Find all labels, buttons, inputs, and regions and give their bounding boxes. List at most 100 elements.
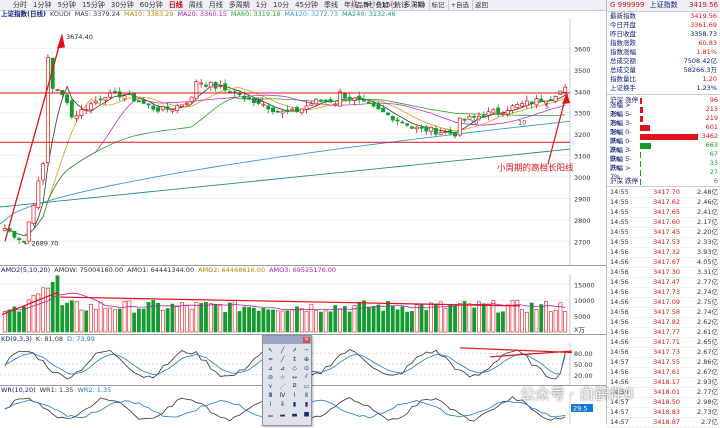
drawing-tool-icon[interactable]: ▁ xyxy=(268,409,273,417)
drawing-tool-icon[interactable]: ☆ xyxy=(279,373,286,381)
tool-button[interactable]: 品种 xyxy=(353,0,372,10)
drawing-tool-icon[interactable]: ▃ xyxy=(292,409,297,417)
period-tab[interactable]: 1分钟 xyxy=(33,1,52,9)
drawing-tool-icon[interactable]: ╱ xyxy=(280,346,285,354)
tick-volume: 2.20亿 xyxy=(697,228,718,236)
period-tab[interactable]: 30分钟 xyxy=(110,1,134,9)
breadth-row: 沪深 涨停 96 xyxy=(607,96,720,105)
period-tab[interactable]: 周线 xyxy=(188,1,203,9)
tick-row[interactable]: 14:56 3417.73 2.74亿 xyxy=(607,288,720,298)
breadth-count: 663 xyxy=(705,141,718,149)
drawing-tool-icon[interactable]: ⧄ xyxy=(292,382,297,389)
tick-row[interactable]: 14:56 3417.09 2.75亿 xyxy=(607,298,720,308)
tick-row[interactable]: 14:55 3417.70 2.48亿 xyxy=(607,188,720,198)
drawing-tool-icon[interactable]: ▂ xyxy=(280,409,285,417)
drawing-tool-icon[interactable]: ─ xyxy=(304,346,309,354)
tick-row[interactable]: 14:56 3417.32 3.93亿 xyxy=(607,248,720,258)
tick-row[interactable]: 14:56 3417.67 4.05亿 xyxy=(607,258,720,268)
tool-button[interactable]: 统计 xyxy=(391,0,410,10)
drawing-tool-icon[interactable]: Ⅲ xyxy=(268,391,273,399)
period-tab[interactable]: 年线 xyxy=(344,1,359,9)
tick-row[interactable]: 14:55 3417.53 2.33亿 xyxy=(607,238,720,248)
period-tab[interactable]: 季线 xyxy=(324,1,339,9)
tick-row[interactable]: 14:56 3418.01 2.77亿 xyxy=(607,388,720,398)
tick-list[interactable]: 14:55 3417.70 2.48亿 14:55 3417.62 2.46亿 14:55 3… xyxy=(607,188,720,428)
quote-stats: 最新指数 3419.56 今日开盘 3361.69 昨日收盘 3358.73 指数涨跌 60.… xyxy=(607,12,720,93)
drawing-tool-icon[interactable]: ▮ xyxy=(292,400,297,408)
tick-row[interactable]: 14:55 3417.60 2.17亿 xyxy=(607,218,720,228)
tick-row[interactable]: 14:56 3417.30 3.31亿 xyxy=(607,268,720,278)
period-tab[interactable]: 1分 xyxy=(255,1,268,9)
price-tick-label: 3200 xyxy=(574,131,591,139)
palette-titlebar[interactable]: × xyxy=(263,336,311,344)
tick-price: 3417.30 xyxy=(653,268,680,276)
tick-row[interactable]: 14:56 3418.17 2.93亿 xyxy=(607,378,720,388)
period-tab[interactable]: 多周期 xyxy=(228,1,250,9)
period-tab[interactable]: 45分钟 xyxy=(295,1,319,9)
volume-bar xyxy=(184,305,189,333)
tick-row[interactable]: 14:56 3417.61 2.67亿 xyxy=(607,368,720,378)
period-tab[interactable]: 10分 xyxy=(273,1,290,9)
drawing-tool-icon[interactable]: Ⅳ xyxy=(279,391,286,399)
drawing-tool-icon[interactable]: ↖ xyxy=(267,346,274,354)
period-tab[interactable]: 多周期 xyxy=(403,1,425,9)
drawing-tool-icon[interactable]: ▅ xyxy=(304,409,309,417)
tick-row[interactable]: 14:56 3417.73 2.67亿 xyxy=(607,348,720,358)
period-tab[interactable]: 60分钟 xyxy=(139,1,163,9)
volume-chart[interactable]: 15000 10000 5000 X万 xyxy=(0,274,606,334)
tick-volume: 2.86亿 xyxy=(697,358,718,366)
moving-average-line xyxy=(4,94,566,237)
tool-button[interactable]: F10 xyxy=(410,0,428,10)
drawing-tool-icon[interactable]: ▮ xyxy=(304,400,309,408)
tick-row[interactable]: 14:56 3417.77 2.61亿 xyxy=(607,328,720,338)
tick-row[interactable]: 14:57 3418.50 2.98亿 xyxy=(607,398,720,408)
drawing-tool-icon[interactable]: ⊕ xyxy=(303,355,310,363)
drawing-tool-icon[interactable]: ⅱ xyxy=(281,400,284,408)
drawing-tool-icon[interactable]: ⅰ xyxy=(269,400,272,408)
period-tab[interactable]: 15分钟 xyxy=(81,1,105,9)
palette-close-button[interactable]: × xyxy=(303,336,310,343)
tick-row[interactable]: 14:57 3417.55 2.86亿 xyxy=(607,358,720,368)
drawing-tool-icon[interactable]: ↔ xyxy=(291,373,298,381)
period-tab[interactable]: 5秒 xyxy=(364,1,376,9)
drawing-tool-icon[interactable]: ⌇ xyxy=(293,391,296,399)
moving-average-line xyxy=(4,83,566,237)
drawing-tool-icon[interactable]: ↕ xyxy=(291,355,298,363)
period-tab[interactable]: 日线 xyxy=(168,1,183,9)
tick-row[interactable]: 14:55 3417.62 2.46亿 xyxy=(607,198,720,208)
price-chart[interactable]: 3600 3500 3400 3300 3200 3100 3000 2900 2800 2700… xyxy=(0,19,606,266)
tick-row[interactable]: 14:55 3417.45 2.20亿 xyxy=(607,228,720,238)
drawing-tool-icon[interactable]: ⋎ xyxy=(268,382,273,390)
drawing-tool-icon[interactable]: ╱ xyxy=(280,355,285,363)
tool-button[interactable]: +自选 xyxy=(447,0,471,10)
tick-row[interactable]: 14:56 3417.71 2.65亿 xyxy=(607,338,720,348)
tool-button[interactable]: 返回 xyxy=(472,0,490,10)
drawing-tool-icon[interactable]: ⫽ xyxy=(305,373,308,380)
period-tab[interactable]: 分时 xyxy=(13,1,27,9)
tick-row[interactable]: 14:56 3417.47 2.77亿 xyxy=(607,278,720,288)
drawing-tool-icon[interactable]: ⊿ xyxy=(279,364,286,372)
drawing-tool-icon[interactable]: Ⅱ xyxy=(305,391,308,399)
period-tab[interactable]: 15秒 xyxy=(381,1,398,9)
tick-row[interactable]: 14:57 3418.83 2.73亿 xyxy=(607,408,720,418)
drawing-tool-icon[interactable]: ═ xyxy=(268,355,273,363)
drawing-tool-icon[interactable]: ⋰ xyxy=(279,382,286,390)
tool-button[interactable]: 叠加 xyxy=(372,0,391,10)
tick-row[interactable]: 14:56 3417.82 2.62亿 xyxy=(607,318,720,328)
tool-button[interactable]: 标记 xyxy=(428,0,447,10)
drawing-tool-icon[interactable]: ⊙ xyxy=(303,364,310,372)
drawing-tool-icon[interactable]: ↗ xyxy=(291,346,298,354)
drawing-tool-icon[interactable]: ◇ xyxy=(292,364,297,372)
drawing-tool-icon[interactable]: ⊿ xyxy=(267,364,274,372)
candle-body xyxy=(500,112,505,115)
stat-row: 上证换手 1.23% xyxy=(607,84,720,93)
candle-body xyxy=(261,103,266,106)
period-tab[interactable]: 月线 xyxy=(208,1,223,9)
tick-row[interactable]: 14:55 3417.65 2.41亿 xyxy=(607,208,720,218)
tick-row[interactable]: 14:56 3417.58 2.74亿 xyxy=(607,308,720,318)
period-tab[interactable]: 5分钟 xyxy=(57,1,76,9)
drawing-tool-icon[interactable]: ⊘ xyxy=(267,373,274,381)
drawing-tool-icon[interactable]: ▭ xyxy=(303,382,310,390)
tick-row[interactable]: 14:57 3418.87 2.7亿 xyxy=(607,418,720,428)
